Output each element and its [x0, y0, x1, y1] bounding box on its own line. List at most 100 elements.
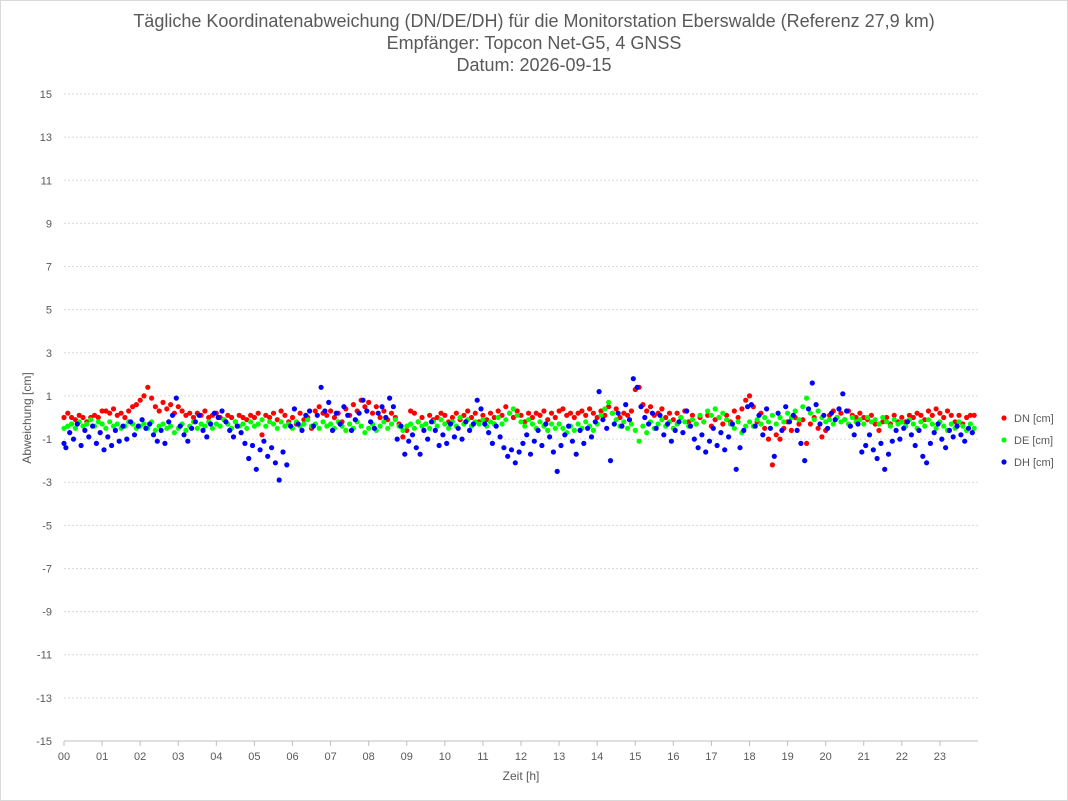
x-tick-label: 03	[172, 751, 184, 763]
data-point	[421, 427, 427, 433]
data-point	[895, 421, 901, 427]
data-point	[301, 417, 307, 423]
data-point	[720, 421, 726, 427]
data-point	[796, 417, 802, 423]
data-point	[451, 434, 457, 440]
data-point	[408, 421, 414, 427]
data-point	[263, 412, 269, 418]
data-point	[537, 412, 543, 418]
data-point	[461, 412, 467, 418]
y-tick-label: -9	[42, 607, 52, 619]
data-point	[232, 419, 238, 425]
data-point	[522, 419, 528, 425]
data-point	[249, 442, 256, 449]
data-point	[543, 421, 549, 427]
data-point	[756, 412, 762, 418]
data-point	[423, 421, 429, 427]
data-point	[196, 412, 202, 418]
data-point	[765, 436, 772, 442]
data-point	[244, 425, 250, 431]
data-point	[103, 425, 109, 431]
data-point	[425, 436, 431, 442]
x-tick-label: 07	[324, 751, 336, 763]
data-point	[105, 434, 111, 440]
data-point	[868, 412, 875, 418]
data-point	[646, 421, 652, 427]
data-point	[179, 408, 185, 414]
series-dh	[61, 376, 975, 483]
data-point	[402, 451, 408, 457]
data-point	[326, 399, 332, 405]
data-point	[552, 414, 558, 421]
data-point	[783, 404, 789, 410]
data-point	[314, 412, 320, 418]
data-point	[202, 408, 208, 414]
data-point	[556, 421, 562, 427]
data-point	[939, 436, 945, 442]
data-point	[971, 425, 977, 431]
data-point	[861, 421, 867, 427]
data-point	[362, 404, 368, 410]
data-point	[640, 423, 646, 429]
data-point	[804, 395, 810, 401]
data-point	[585, 425, 591, 431]
data-point	[697, 412, 703, 418]
data-point	[160, 421, 166, 427]
data-point	[130, 404, 136, 410]
data-point	[533, 410, 539, 416]
data-point	[548, 421, 555, 427]
data-point	[575, 410, 581, 416]
data-point	[931, 430, 937, 436]
data-point	[449, 414, 455, 421]
data-point	[927, 440, 934, 446]
data-point	[436, 442, 442, 449]
series-de	[61, 395, 977, 444]
data-point	[495, 408, 501, 414]
data-point	[288, 423, 294, 429]
data-point	[594, 414, 600, 421]
data-point	[99, 421, 105, 427]
data-point	[575, 421, 581, 427]
data-point	[969, 430, 975, 436]
data-point	[724, 417, 730, 423]
data-point	[137, 397, 143, 403]
data-point	[642, 414, 648, 421]
data-point	[865, 414, 871, 421]
data-point	[815, 425, 821, 431]
data-point	[404, 427, 410, 433]
y-tick-label: -11	[37, 650, 52, 662]
data-point	[628, 408, 635, 414]
data-point	[745, 404, 751, 410]
data-point	[112, 427, 118, 433]
x-tick-label: 10	[439, 751, 451, 763]
data-point	[95, 414, 101, 421]
data-point	[560, 425, 566, 431]
data-point	[419, 414, 425, 421]
data-point	[240, 421, 246, 427]
data-point	[522, 423, 528, 429]
data-point	[771, 453, 777, 459]
data-point	[712, 417, 718, 423]
data-point	[110, 406, 117, 412]
data-point	[269, 445, 275, 451]
data-point	[206, 414, 212, 421]
data-point	[501, 445, 507, 451]
data-point	[388, 421, 395, 427]
data-point	[316, 404, 322, 410]
data-point	[394, 436, 400, 442]
x-tick-label: 16	[667, 751, 679, 763]
data-point	[628, 421, 635, 427]
data-point	[630, 376, 636, 382]
data-point	[922, 417, 928, 423]
data-point	[807, 421, 814, 427]
data-point	[251, 414, 257, 421]
x-axis: 00 01 02 03 04 05 06 07 08 09 10 11 12 13 14 15 16 17 18 19…	[58, 740, 978, 763]
data-point	[775, 410, 781, 416]
data-point	[811, 417, 817, 423]
data-point	[230, 434, 237, 440]
data-point	[442, 421, 448, 427]
data-point	[194, 425, 200, 431]
data-point	[587, 406, 593, 412]
data-point	[872, 421, 878, 427]
